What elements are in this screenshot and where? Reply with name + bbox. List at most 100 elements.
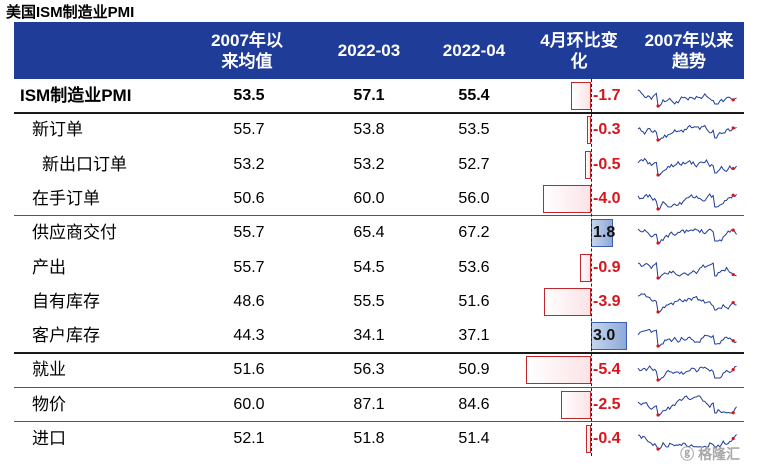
mar-value: 51.8 [353,430,385,447]
apr-value: 37.1 [458,327,490,345]
avg-value: 55.7 [233,121,265,139]
sparkline-end-marker [731,410,735,415]
table-header: 2007年以来均值 2022-03 2022-04 4月环比变化 2007年以来… [14,22,744,79]
apr-value: 56.0 [458,189,490,207]
sparkline-path [637,394,737,416]
table-row: ISM制造业PMI 53.5 57.1 55.4 -1.7 [14,79,744,113]
row-label: 物价 [32,394,66,414]
trend-sparkline [637,394,737,417]
trend-sparkline [637,125,737,142]
trend-sparkline [637,228,737,245]
table-row: 物价 60.0 87.1 84.6 -2.5 [14,388,744,422]
change-axis-line [591,79,592,456]
header-mar: 2022-03 [337,41,401,60]
sparkline-end-marker [731,300,735,305]
table-row: 新订单 55.7 53.8 53.5 -0.3 [14,113,744,147]
mar-value: 53.8 [353,121,385,139]
row-label: 在手订单 [32,188,100,208]
avg-value: 55.7 [233,258,265,276]
sparkline-low-marker [656,241,660,245]
change-value: -0.4 [593,430,621,447]
trend-sparkline [637,89,737,108]
mar-value: 65.4 [353,224,385,242]
sparkline-end-marker [731,228,735,232]
sparkline-end-marker [731,272,735,276]
sparkline-path [637,192,737,210]
avg-value: 60.0 [233,395,265,413]
change-value: 3.0 [593,327,616,345]
trend-sparkline [637,157,737,177]
sparkline-low-marker [656,172,660,177]
sparkline-end-marker [731,126,735,130]
sparkline-end-marker [731,368,735,372]
change-bar [561,390,591,419]
sparkline-path [637,365,737,381]
row-label: 供应商交付 [32,223,117,243]
change-value: -0.5 [593,155,621,173]
table-row: 产出 55.7 54.5 53.6 -0.9 [14,251,744,285]
apr-value: 53.5 [458,121,490,139]
trend-sparkline [637,192,737,211]
trend-sparkline [637,261,737,280]
sparkline-low-marker [656,138,660,142]
row-label: 产出 [32,257,66,277]
row-label: 新出口订单 [42,154,127,174]
sparkline-low-marker [656,447,660,451]
row-label: 自有库存 [32,291,100,311]
sparkline-path [637,228,737,244]
mar-value: 55.5 [353,292,385,310]
change-bar [543,184,591,213]
row-separator [14,352,744,355]
sparkline-path [637,157,737,176]
sparkline-path [637,293,737,313]
sparkline-low-marker [656,275,660,280]
avg-value: 53.2 [233,155,265,173]
table-row: 自有库存 48.6 55.5 51.6 -3.9 [14,285,744,319]
mar-value: 60.0 [353,189,385,207]
row-separator [14,386,744,388]
sparkline-low-marker [656,344,660,348]
change-bar [526,356,591,385]
avg-value: 55.7 [233,224,265,242]
change-value: -0.3 [593,121,621,139]
sparkline-path [637,328,737,347]
mar-value: 54.5 [353,258,385,276]
avg-value: 51.6 [233,361,265,379]
apr-value: 55.4 [458,87,490,104]
sparkline-end-marker [731,436,735,441]
table-row: 就业 51.6 56.3 50.9 -5.4 [14,353,744,387]
sparkline-low-marker [656,104,660,108]
table-row: 客户库存 44.3 34.1 37.1 3.0 [14,319,744,353]
avg-value: 53.5 [233,87,265,104]
mar-value: 34.1 [353,327,385,345]
sparkline-low-marker [656,413,660,417]
change-bar [587,116,591,145]
sparkline-end-marker [731,193,735,197]
apr-value: 51.4 [458,430,490,447]
apr-value: 67.2 [458,224,490,242]
sparkline-path [637,125,737,141]
mar-value: 57.1 [353,87,385,104]
trend-sparkline [637,328,737,348]
change-value: -5.4 [593,361,621,379]
row-separator [14,421,744,422]
table-title: 美国ISM制造业PMI [6,4,135,21]
apr-value: 84.6 [458,395,490,413]
header-apr: 2022-04 [442,41,506,60]
change-value: -4.0 [593,189,621,207]
trend-sparkline [637,434,737,451]
sparkline-low-marker [656,378,660,382]
row-label: 进口 [32,429,66,448]
change-bar [570,82,591,110]
change-value: -2.5 [593,395,621,413]
header-change: 4月环比变化 [540,30,618,71]
row-label: 客户库存 [32,326,100,346]
row-separator [14,215,744,217]
apr-value: 52.7 [458,155,490,173]
avg-value: 44.3 [233,327,265,345]
sparkline-low-marker [656,207,660,211]
table-row: 进口 52.1 51.8 51.4 -0.4 [14,422,744,456]
mar-value: 56.3 [353,361,385,379]
change-value: -3.9 [593,292,621,310]
sparkline-low-marker [656,310,660,314]
